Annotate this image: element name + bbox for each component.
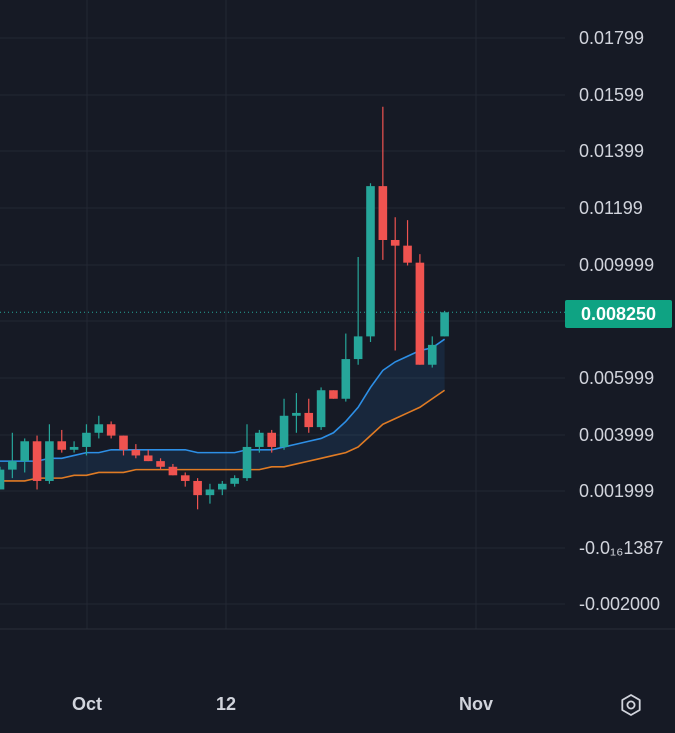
candle-body (131, 449, 141, 456)
candle-body (366, 186, 375, 337)
candle-up (353, 257, 363, 365)
candle-down (32, 435, 42, 490)
candle-body (20, 441, 29, 462)
price-tick-label: 0.01799 (579, 28, 644, 48)
candle-body (106, 424, 116, 436)
candle-up (20, 438, 29, 473)
candle-down (378, 106, 388, 260)
candle-up (230, 475, 239, 487)
candle-down (415, 254, 425, 365)
candle-down (390, 217, 400, 351)
candle-body (0, 469, 5, 490)
settings-icon[interactable] (616, 690, 646, 720)
ma-slow-line (0, 389, 446, 482)
candle-body (403, 245, 412, 263)
candle-up (366, 183, 375, 343)
candle-body (193, 480, 202, 496)
candle-down (304, 398, 314, 433)
candle-body (316, 390, 326, 428)
candle-body (156, 461, 165, 467)
candle-body (57, 441, 67, 450)
price-tick-label: -0.0₁₆1387 (579, 538, 663, 558)
candle-body (69, 446, 79, 450)
candle-body (440, 312, 449, 337)
price-axis[interactable]: 0.01799 0.01599 0.01399 0.01199 0.009999 0.00… (579, 28, 663, 614)
candle-up (0, 466, 5, 490)
candle-body (218, 483, 227, 490)
candle-down (106, 421, 116, 439)
candle-down (329, 390, 338, 399)
candle-body (119, 435, 128, 450)
candle-body (32, 441, 42, 481)
price-tick-label: 0.001999 (579, 481, 654, 501)
time-tick-label: 12 (216, 694, 236, 714)
candle-body (94, 424, 104, 433)
candle-up (255, 429, 264, 453)
ma-fast-line (0, 338, 446, 462)
candle-body (242, 446, 252, 479)
candle-down (57, 429, 67, 453)
candle-down (403, 220, 412, 266)
candle-up (242, 424, 252, 481)
price-tick-label: 0.003999 (579, 425, 654, 445)
candle-up (316, 387, 326, 430)
candle-body (390, 239, 400, 246)
price-tick-label: 0.01599 (579, 85, 644, 105)
time-tick-label: Oct (72, 694, 102, 714)
candles (0, 106, 449, 510)
grid-lines (0, 0, 565, 629)
candle-down (267, 429, 276, 453)
price-tick-label: 0.005999 (579, 368, 654, 388)
candle-body (255, 432, 264, 447)
candle-body (329, 390, 338, 399)
price-tick-label: -0.002000 (579, 594, 660, 614)
candle-body (168, 466, 178, 476)
candle-down (156, 458, 165, 470)
candle-down (180, 472, 190, 487)
candle-body (8, 461, 17, 470)
candle-up (94, 415, 104, 439)
candle-body (279, 415, 289, 447)
candle-up (8, 432, 17, 479)
candle-body (180, 475, 190, 481)
candle-body (292, 412, 301, 416)
candle-up (45, 424, 54, 484)
candle-body (415, 262, 425, 365)
candle-up (82, 424, 91, 456)
candle-body (427, 344, 437, 365)
candle-up (440, 310, 449, 337)
candle-body (304, 412, 314, 428)
time-axis[interactable]: Oct 12 Nov (72, 694, 493, 714)
candle-up (341, 333, 351, 402)
candle-down (131, 444, 141, 459)
ma-band-fill (0, 339, 445, 481)
price-tick-label: 0.01399 (579, 141, 644, 161)
candle-body (267, 432, 276, 447)
candle-body (82, 432, 91, 447)
candle-body (45, 441, 54, 481)
price-tick-label: 0.01199 (579, 198, 643, 218)
candle-body (353, 336, 363, 360)
candle-down (193, 478, 202, 510)
candle-body (378, 186, 388, 240)
candle-up (427, 336, 437, 368)
candle-body (341, 359, 351, 399)
candle-up (279, 398, 289, 450)
candle-body (143, 455, 153, 462)
candle-body (205, 489, 215, 496)
last-price-badge: 0.008250 (565, 300, 672, 328)
candle-up (292, 393, 301, 433)
time-tick-label: Nov (459, 694, 493, 714)
candle-up (205, 483, 215, 504)
candle-down (119, 435, 128, 456)
price-tick-label: 0.009999 (579, 255, 654, 275)
candle-up (218, 480, 227, 496)
candle-body (230, 478, 239, 484)
candle-up (69, 441, 79, 453)
candle-down (168, 463, 178, 476)
candle-down (143, 449, 153, 462)
